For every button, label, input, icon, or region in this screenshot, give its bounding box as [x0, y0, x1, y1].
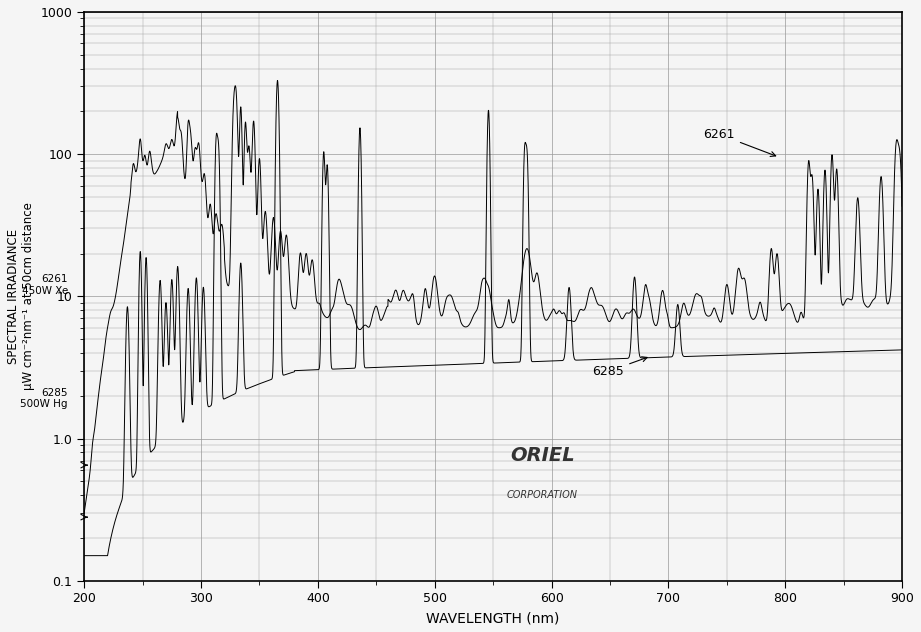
Text: 6285
500W Hg: 6285 500W Hg	[20, 388, 68, 410]
Text: 6261: 6261	[704, 128, 775, 157]
Text: ORIEL: ORIEL	[510, 446, 575, 465]
Y-axis label: SPECTRAL IRRADIANCE
μW cm⁻²nm⁻¹ at 50cm distance: SPECTRAL IRRADIANCE μW cm⁻²nm⁻¹ at 50cm …	[7, 202, 35, 390]
X-axis label: WAVELENGTH (nm): WAVELENGTH (nm)	[426, 611, 560, 625]
Text: 6261
450W Xe: 6261 450W Xe	[21, 274, 68, 296]
Text: CORPORATION: CORPORATION	[507, 490, 577, 501]
Text: 6285: 6285	[592, 357, 647, 378]
